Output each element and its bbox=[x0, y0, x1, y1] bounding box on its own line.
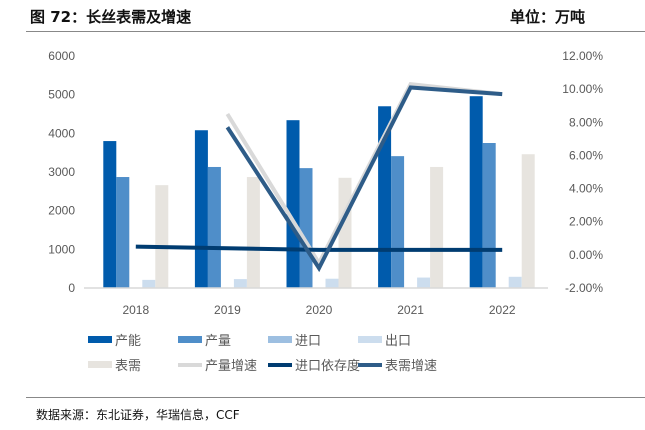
legend-label-产量增速: 产量增速 bbox=[205, 358, 257, 373]
legend-swatch-产量 bbox=[178, 336, 202, 343]
y-right-tick: -2.00% bbox=[565, 281, 603, 295]
y-left-tick: 3000 bbox=[48, 165, 75, 179]
bar-表需-2021 bbox=[430, 166, 444, 288]
legend-label-出口: 出口 bbox=[385, 333, 411, 348]
y-left-tick: 6000 bbox=[48, 49, 75, 63]
bar-表需-2022 bbox=[521, 154, 535, 288]
bar-产量-2020 bbox=[299, 168, 313, 288]
legend-label-产能: 产能 bbox=[115, 333, 141, 348]
bar-表需-2018 bbox=[155, 185, 169, 288]
y-left-tick: 1000 bbox=[48, 242, 75, 256]
y-right-tick: 6.00% bbox=[569, 148, 603, 162]
line-进口依存度 bbox=[135, 244, 503, 252]
y-right-tick: 12.00% bbox=[562, 49, 603, 63]
bar-出口-2021 bbox=[417, 277, 431, 288]
source-note: 数据来源：东北证券，华瑞信息，CCF bbox=[36, 408, 240, 422]
x-tick: 2020 bbox=[306, 303, 333, 317]
legend-swatch-出口 bbox=[358, 336, 382, 343]
bar-出口-2020 bbox=[325, 278, 339, 288]
bar-产量-2022 bbox=[482, 143, 496, 288]
y-left-tick: 4000 bbox=[48, 126, 75, 140]
y-right-tick: 4.00% bbox=[569, 182, 603, 196]
bar-产能-2020 bbox=[286, 120, 300, 288]
legend-swatch-进口 bbox=[268, 336, 292, 343]
bar-产能-2019 bbox=[194, 130, 208, 288]
bottom-divider bbox=[26, 397, 645, 398]
x-tick: 2019 bbox=[214, 303, 241, 317]
y-right-tick: 0.00% bbox=[569, 248, 603, 262]
line-表需增速 bbox=[225, 85, 503, 273]
chart: 0 1000 2000 3000 4000 5000 6000 -2.00% 0.00% 2.00… bbox=[48, 49, 603, 373]
legend-label-进口依存度: 进口依存度 bbox=[295, 358, 360, 373]
bar-产能-2022 bbox=[469, 96, 483, 288]
x-tick: 2021 bbox=[397, 303, 424, 317]
x-tick: 2022 bbox=[489, 303, 516, 317]
bar-产量-2018 bbox=[116, 177, 130, 288]
legend-label-表需: 表需 bbox=[115, 358, 141, 373]
legend-label-进口: 进口 bbox=[295, 333, 321, 348]
legend-label-产量: 产量 bbox=[205, 333, 231, 348]
x-tick: 2018 bbox=[122, 303, 149, 317]
top-divider bbox=[26, 31, 645, 32]
legend-label-表需增速: 表需增速 bbox=[385, 358, 437, 373]
bar-表需-2020 bbox=[338, 177, 352, 288]
y-left-tick: 2000 bbox=[48, 204, 75, 218]
bar-出口-2018 bbox=[142, 279, 156, 288]
bar-产能-2018 bbox=[103, 141, 117, 288]
bar-产量-2021 bbox=[391, 156, 405, 288]
y-left-tick: 5000 bbox=[48, 88, 75, 102]
bar-出口-2022 bbox=[508, 276, 522, 288]
bar-出口-2019 bbox=[233, 279, 247, 288]
bar-表需-2019 bbox=[246, 177, 260, 288]
bar-产量-2019 bbox=[207, 166, 221, 288]
y-right-tick: 8.00% bbox=[569, 115, 603, 129]
legend-swatch-产能 bbox=[88, 336, 112, 343]
unit-label: 单位：万吨 bbox=[509, 8, 585, 26]
legend-swatch-表需 bbox=[88, 361, 112, 368]
bar-产能-2021 bbox=[378, 106, 392, 289]
y-right-tick: 10.00% bbox=[562, 82, 603, 96]
chart-title: 图 72：长丝表需及增速 bbox=[30, 8, 192, 26]
y-left-tick: 0 bbox=[68, 281, 75, 295]
y-right-tick: 2.00% bbox=[569, 215, 603, 229]
